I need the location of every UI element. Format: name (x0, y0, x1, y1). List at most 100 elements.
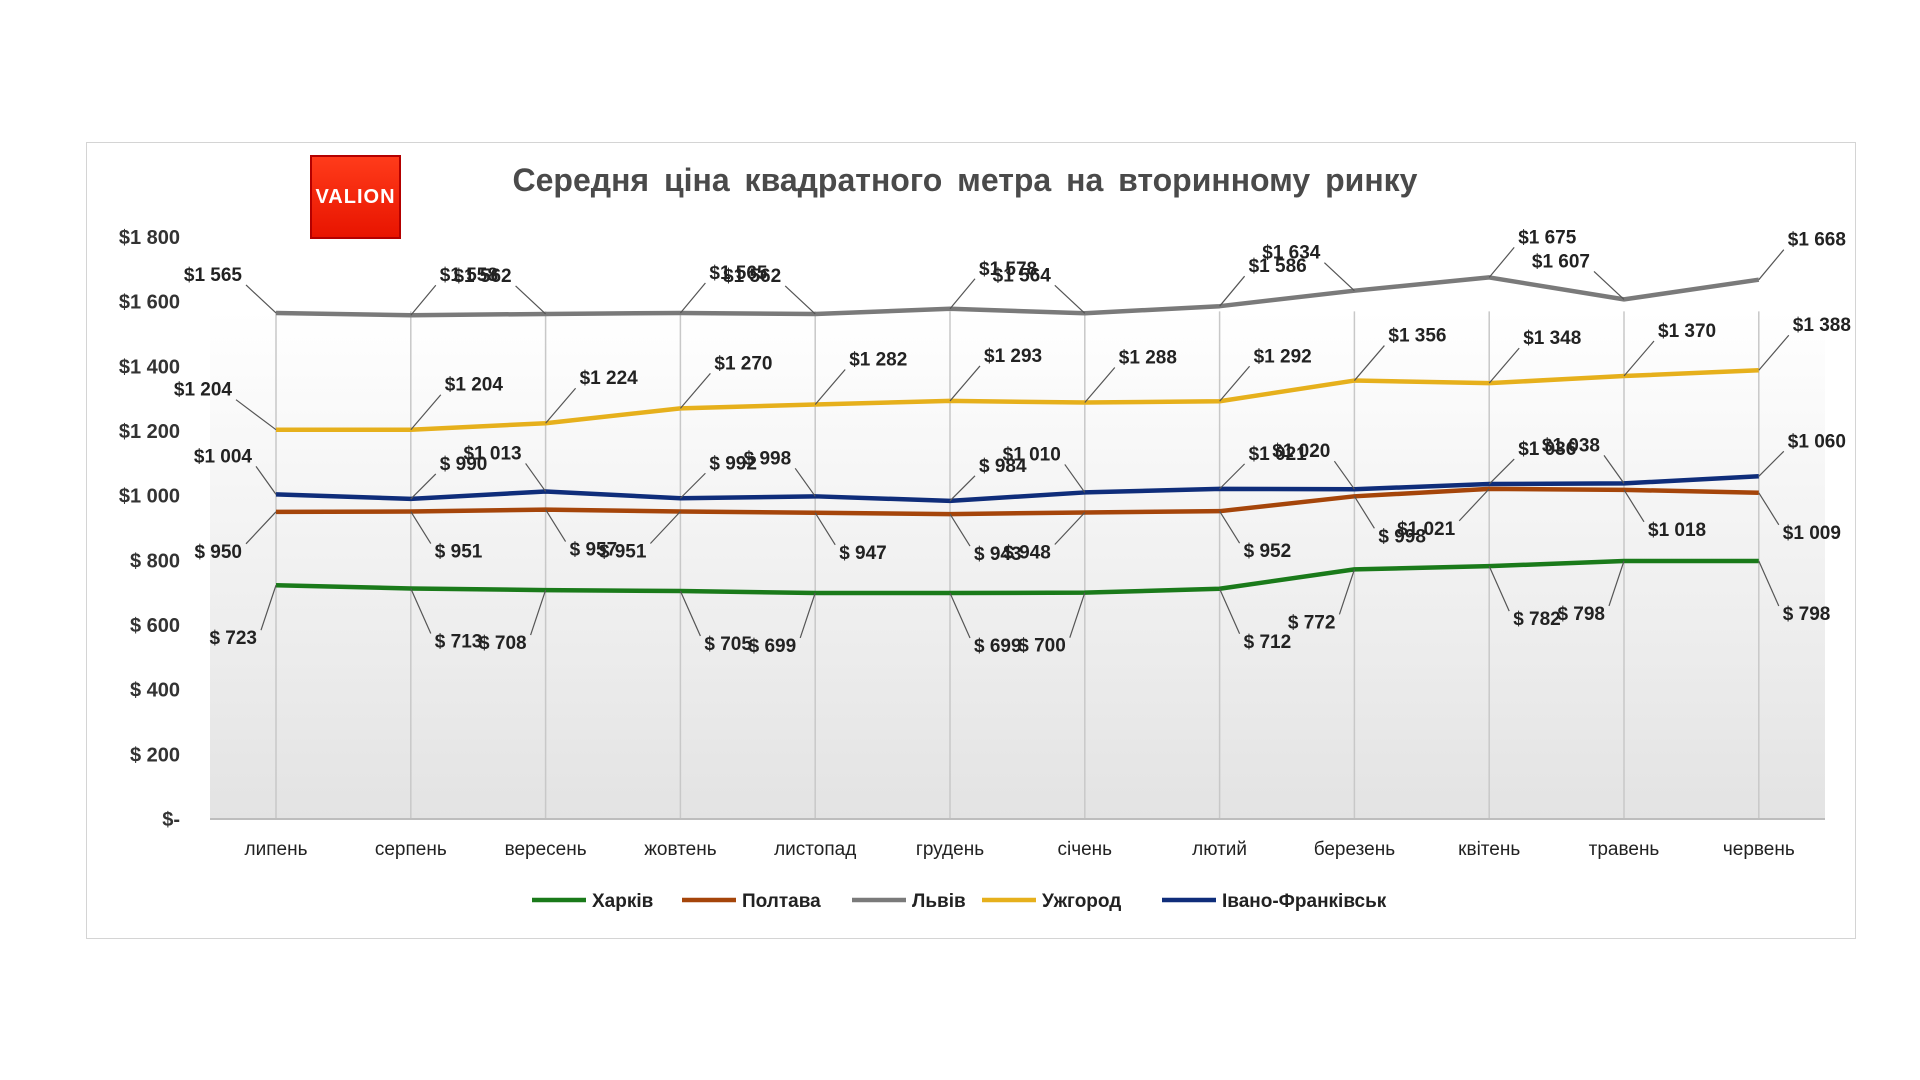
y-tick-label: $ 600 (130, 615, 180, 637)
leader-line (949, 475, 976, 502)
leader-line (1488, 347, 1520, 384)
leader-line (410, 588, 432, 634)
series-line-3 (275, 275, 1760, 318)
leader-line (949, 592, 971, 639)
data-label: $1 293 (984, 346, 1042, 367)
data-label: $1 675 (1518, 227, 1577, 248)
data-label: $ 947 (839, 543, 887, 564)
data-label: $ 957 (570, 540, 618, 561)
data-label: $ 951 (599, 542, 647, 563)
series-line-2 (275, 486, 1759, 517)
x-tick-label: листопад (774, 839, 856, 860)
x-tick-label: липень (245, 839, 308, 860)
data-label: $1 558 (440, 265, 498, 286)
leader-line (1054, 284, 1086, 314)
data-label: $1 224 (580, 368, 639, 389)
data-label: $1 578 (979, 259, 1037, 280)
data-label: $ 950 (194, 542, 242, 563)
data-label: $1 562 (453, 266, 511, 287)
data-label: $1 607 (1532, 251, 1590, 272)
leader-line (410, 473, 437, 500)
data-label: $1 370 (1658, 321, 1716, 342)
x-tick-label: серпень (375, 839, 447, 860)
data-label: $ 798 (1783, 604, 1831, 625)
data-label: $1 021 (1249, 444, 1308, 465)
leader-line (245, 284, 277, 314)
leader-line (1488, 458, 1515, 485)
leader-line (1064, 464, 1086, 493)
leader-line (410, 284, 437, 316)
data-label: $ 699 (749, 636, 797, 657)
y-tick-label: $- (162, 809, 180, 831)
legend-label: Харків (592, 891, 653, 912)
leader-line (1603, 455, 1625, 484)
data-label: $ 712 (1244, 632, 1292, 653)
data-label: $1 634 (1262, 243, 1321, 264)
x-tick-label: лютий (1192, 839, 1247, 860)
data-label: $1 010 (1003, 444, 1061, 465)
leader-line (799, 592, 816, 639)
data-label: $1 204 (174, 380, 233, 401)
data-label: $1 020 (1272, 441, 1330, 462)
data-label: $1 565 (709, 263, 768, 284)
data-label: $ 998 (744, 448, 792, 469)
leader-line (245, 511, 277, 545)
legend-label: Івано-Франківськ (1222, 891, 1387, 912)
x-tick-label: грудень (916, 839, 984, 860)
leader-line (949, 278, 976, 310)
data-label: $ 782 (1513, 609, 1561, 630)
leader-line (1054, 512, 1086, 545)
data-label: $1 038 (1542, 435, 1600, 456)
data-label: $1 009 (1783, 523, 1841, 544)
leader-line (679, 590, 701, 637)
x-tick-label: червень (1723, 839, 1795, 860)
data-label: $1 586 (1249, 256, 1307, 277)
leader-line (1488, 565, 1510, 612)
leader-line (1338, 569, 1355, 615)
leader-line (1219, 510, 1241, 544)
data-label: $ 699 (974, 636, 1022, 657)
data-label: $ 998 (1378, 526, 1426, 547)
data-label: $1 565 (184, 265, 243, 286)
leader-line (1593, 270, 1625, 300)
data-label: $ 948 (1003, 542, 1051, 563)
y-tick-label: $1 800 (119, 227, 180, 249)
leader-line (1758, 249, 1785, 281)
x-tick-label: квітень (1458, 839, 1520, 860)
series-line-1 (275, 558, 1759, 596)
y-tick-label: $1 400 (119, 356, 180, 378)
legend-label: Ужгород (1042, 891, 1121, 912)
data-label: $ 984 (979, 456, 1027, 477)
data-label: $1 668 (1788, 230, 1846, 251)
data-label: $1 021 (1397, 519, 1456, 540)
data-label: $ 952 (1244, 541, 1292, 562)
legend-label: Полтава (742, 891, 821, 912)
leader-line (679, 372, 711, 409)
y-tick-label: $ 800 (130, 550, 180, 572)
data-label: $1 292 (1254, 346, 1312, 367)
leader-line (1219, 463, 1246, 490)
data-label: $ 990 (440, 454, 488, 475)
x-tick-label: травень (1589, 839, 1660, 860)
data-label: $1 060 (1788, 431, 1846, 452)
leader-line (1758, 492, 1780, 526)
data-label: $1 562 (723, 266, 781, 287)
data-label: $ 713 (435, 631, 483, 652)
leader-line (525, 463, 547, 492)
leader-line (649, 511, 681, 544)
data-label: $1 036 (1518, 439, 1576, 460)
data-label: $1 356 (1388, 326, 1446, 347)
data-label: $ 798 (1557, 604, 1605, 625)
y-tick-label: $1 200 (119, 421, 180, 443)
leader-line (545, 387, 577, 424)
leader-line (410, 511, 432, 544)
data-label: $ 992 (709, 453, 757, 474)
leader-line (1219, 275, 1246, 307)
leader-line (545, 509, 567, 542)
data-label: $1 204 (445, 375, 504, 396)
data-label: $ 700 (1018, 636, 1066, 657)
leader-line (679, 472, 706, 499)
leader-line (784, 285, 816, 315)
data-label: $1 564 (993, 265, 1052, 286)
